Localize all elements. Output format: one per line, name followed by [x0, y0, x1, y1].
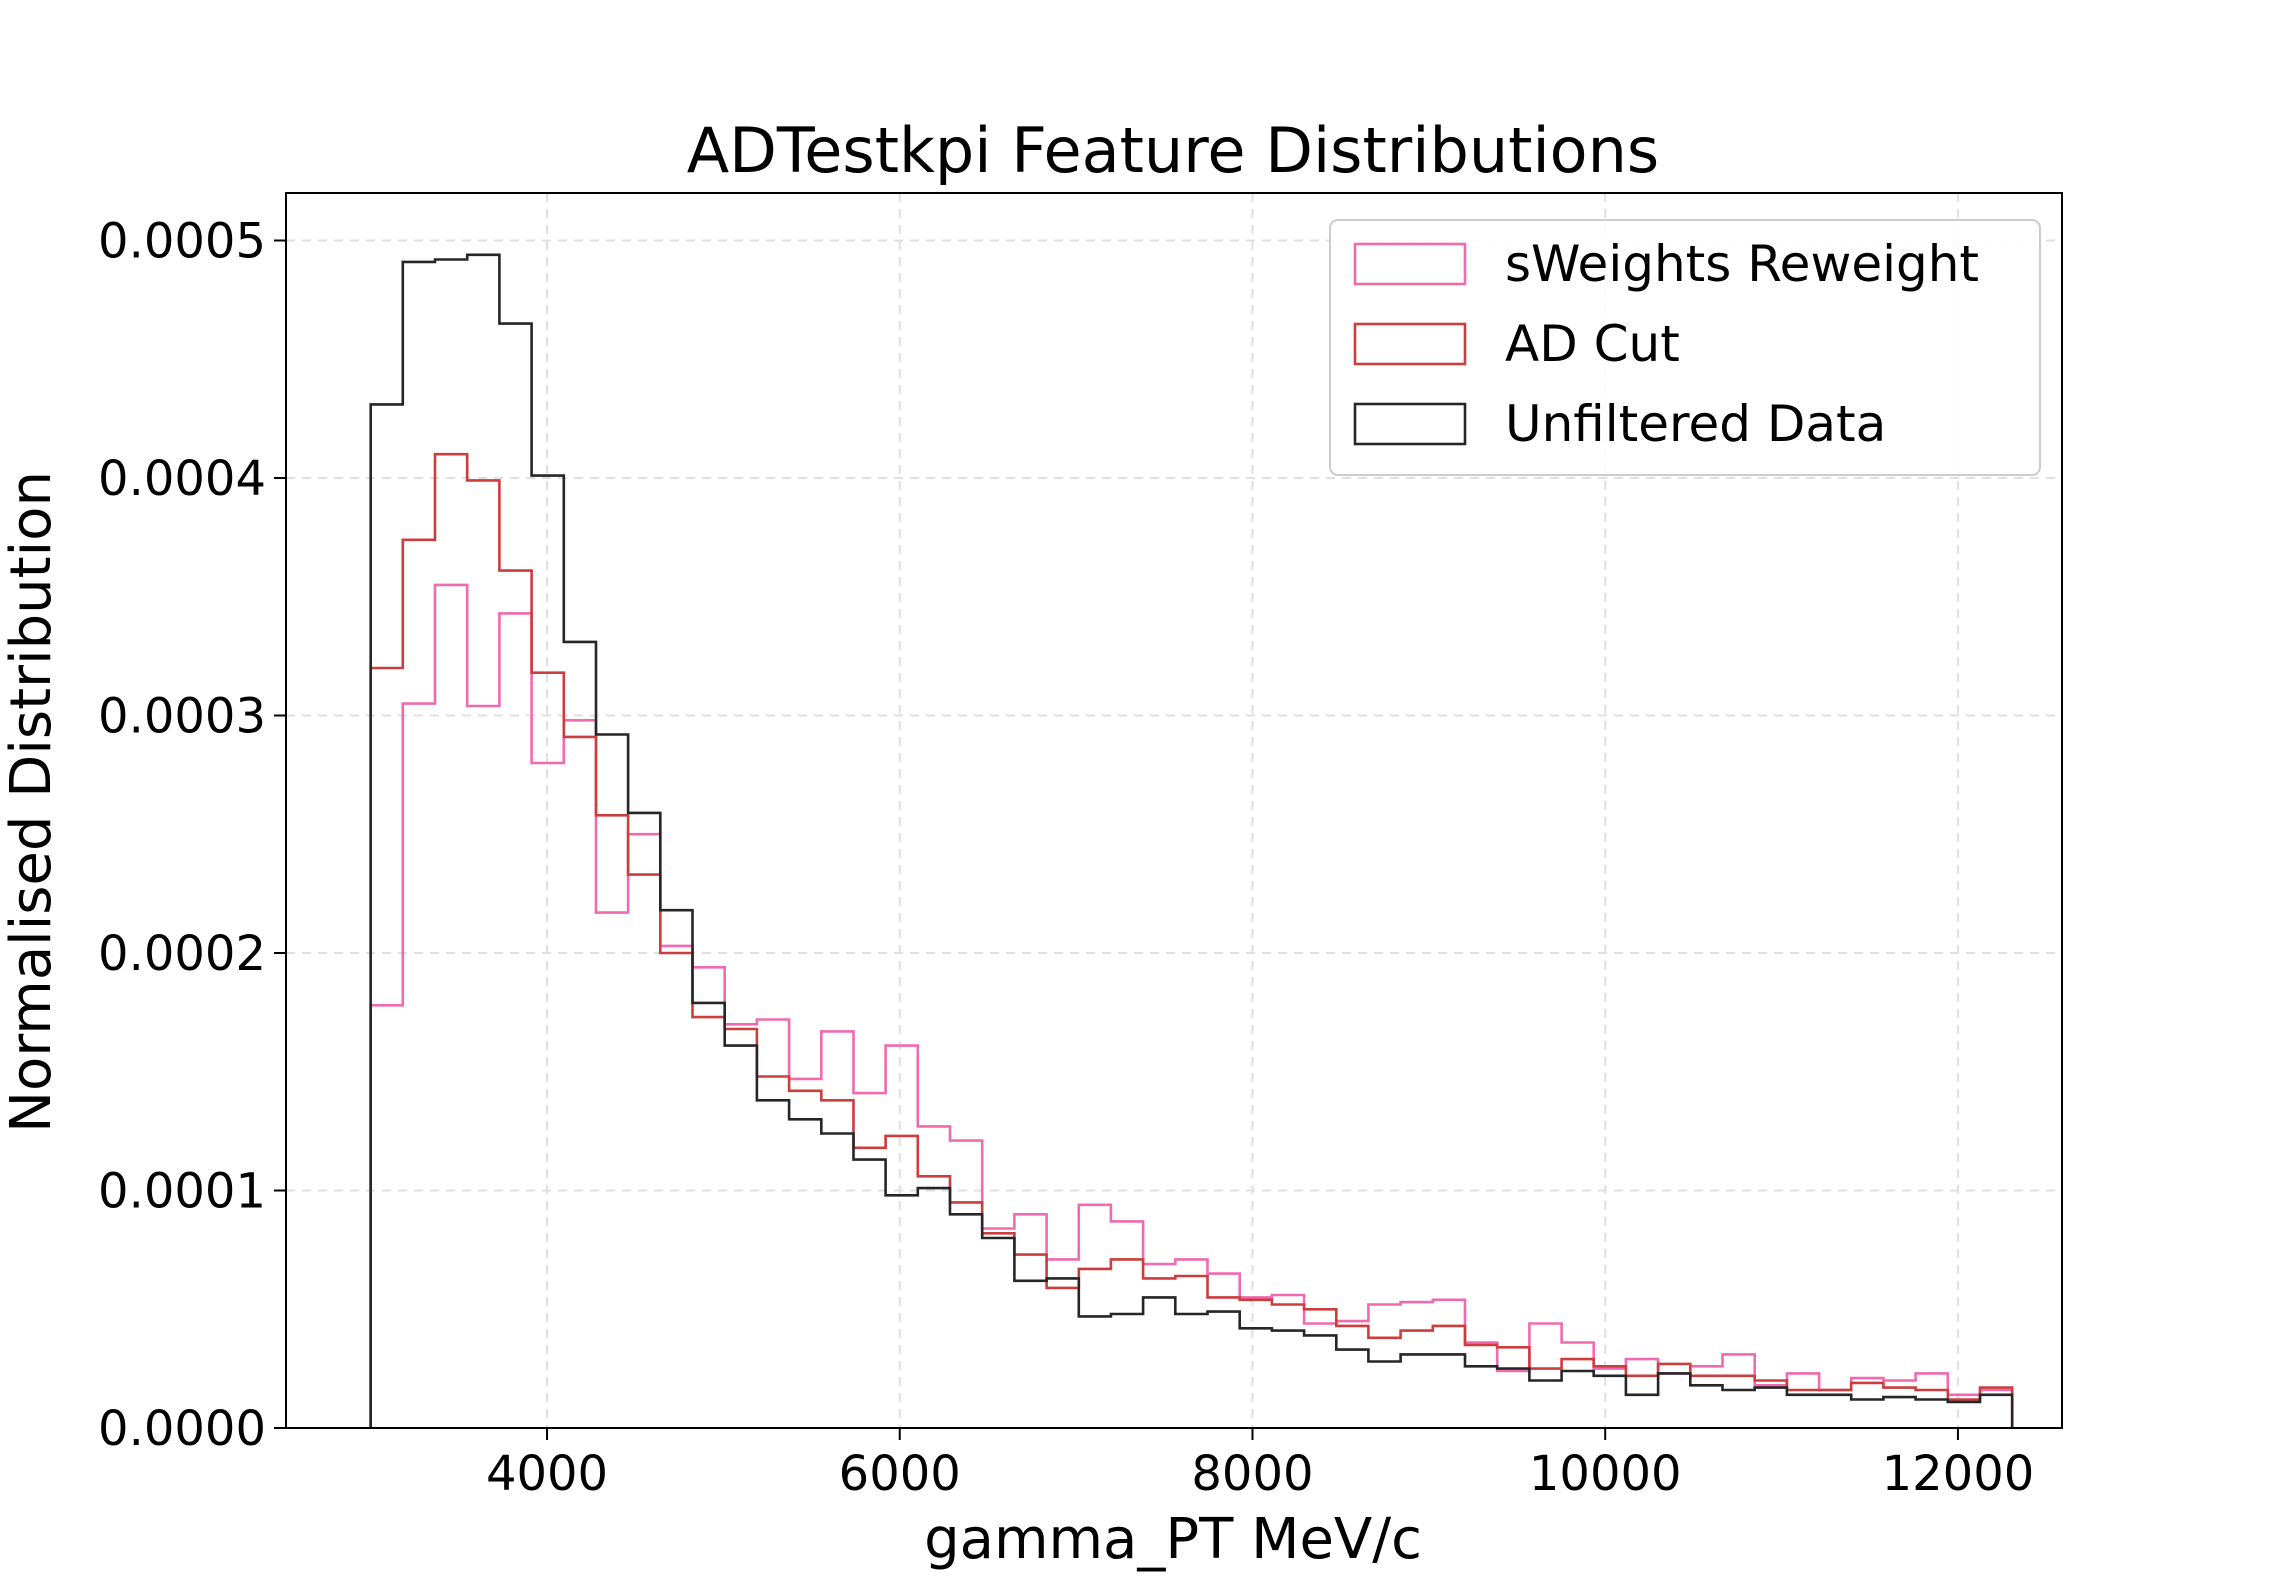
legend: sWeights Reweight AD Cut Unfiltered Data	[1329, 219, 2041, 476]
legend-swatch-ad-cut	[1353, 322, 1467, 366]
y-tick-label: 0.0002	[98, 926, 266, 982]
y-tick-label: 0.0001	[98, 1164, 266, 1220]
series-ad-cut	[369, 452, 2014, 1428]
y-tick-label: 0.0003	[98, 689, 266, 745]
x-tick-label: 10000	[1529, 1446, 1682, 1502]
series-layer	[369, 253, 2014, 1428]
legend-label-sweights-reweight: sWeights Reweight	[1505, 235, 1979, 293]
x-tick-label: 4000	[486, 1446, 608, 1502]
legend-label-unfiltered-data: Unfiltered Data	[1505, 395, 1886, 453]
y-tick-label: 0.0004	[98, 451, 266, 507]
x-tick-label: 8000	[1191, 1446, 1313, 1502]
y-tick-label: 0.0005	[98, 214, 266, 270]
y-tick-label: 0.0000	[98, 1401, 266, 1457]
y-axis-label: Normalised Distribution	[0, 471, 64, 1133]
legend-swatch-sweights-reweight	[1353, 242, 1467, 286]
x-tick-label: 12000	[1882, 1446, 2035, 1502]
legend-box	[1329, 219, 2041, 476]
series-unfiltered-data	[369, 253, 2014, 1428]
chart-title: ADTestkpi Feature Distributions	[687, 114, 1659, 187]
series-sweights-reweight	[369, 583, 2014, 1428]
legend-label-ad-cut: AD Cut	[1505, 315, 1680, 373]
y-axis-ticks: 0.0000 0.0001 0.0002 0.0003 0.0004 0.0005	[98, 214, 286, 1457]
x-axis-label: gamma_PT MeV/c	[924, 1507, 1422, 1572]
x-axis-ticks: 4000 6000 8000 10000 12000	[486, 1428, 2034, 1502]
x-tick-label: 6000	[839, 1446, 961, 1502]
legend-swatch-unfiltered-data	[1353, 402, 1467, 446]
plot-frame	[285, 192, 2063, 1429]
